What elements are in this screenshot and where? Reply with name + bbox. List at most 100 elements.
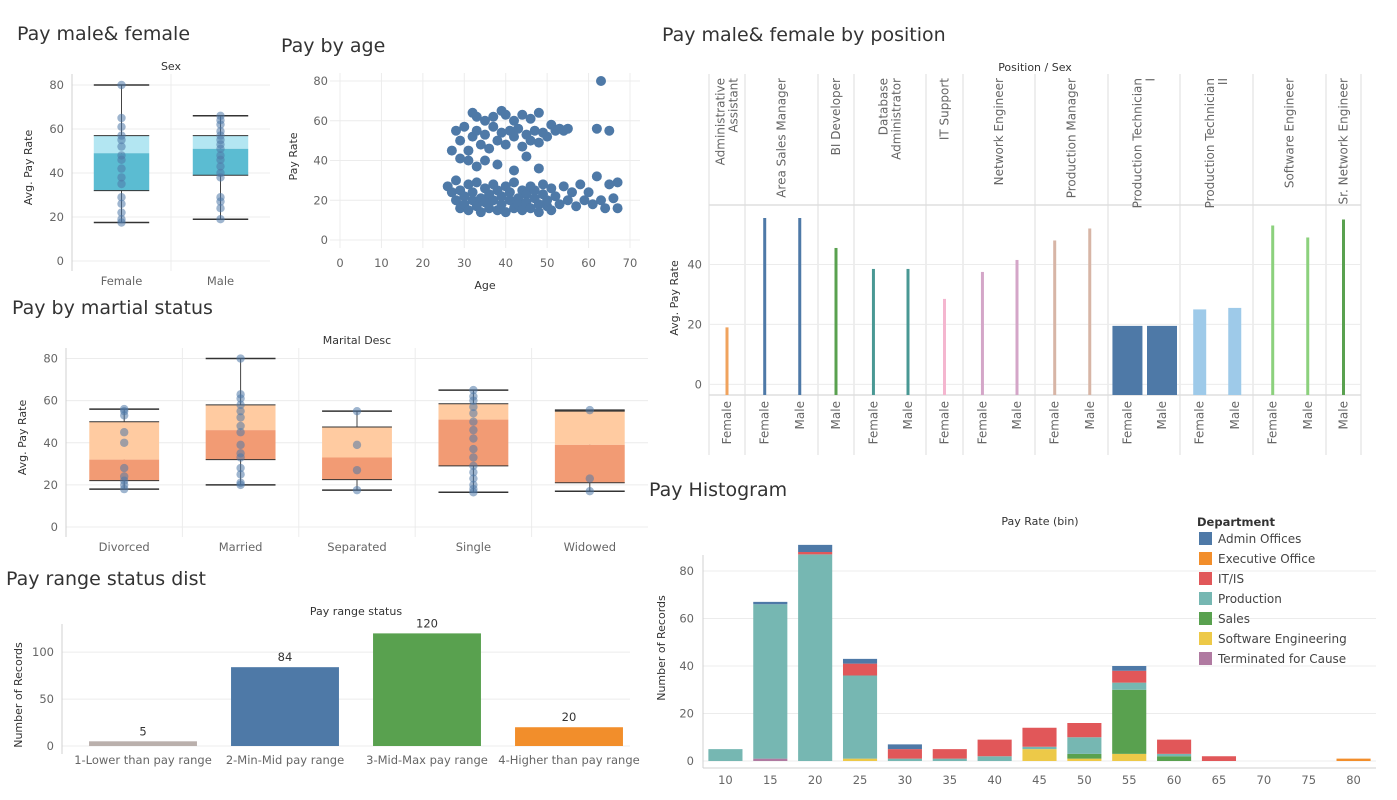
data-point <box>469 444 478 454</box>
legend-item: Production <box>1218 592 1282 606</box>
data-point <box>117 113 126 123</box>
chart-pay-histogram: Pay Rate (bin) 0 20 40 60 80 Number of Records… <box>655 515 1376 787</box>
data-point <box>463 205 474 216</box>
data-point <box>236 390 245 399</box>
stacked-bar-segment <box>1201 756 1237 761</box>
x-tick-label: 50 <box>540 256 555 270</box>
data-point <box>471 125 482 136</box>
y-axis-title: Number of Records <box>12 642 25 748</box>
title-pay-histogram: Pay Histogram <box>649 479 787 501</box>
x-tick-label: 45 <box>1032 773 1047 787</box>
bar <box>1088 228 1092 395</box>
x-tick-label: 20 <box>416 256 431 270</box>
chart-pay-age: 0 20 40 60 80 0 10 20 30 40 50 60 70 Age Pay Rate <box>287 73 640 292</box>
data-point <box>352 465 362 475</box>
data-point <box>117 122 126 131</box>
position-label: Administrative <box>714 78 728 165</box>
y-tick-label: 20 <box>313 193 328 207</box>
bar <box>1271 225 1275 395</box>
x-tick-label: 25 <box>853 773 868 787</box>
column-header: Pay Rate (bin) <box>1001 515 1078 528</box>
column-header: Marital Desc <box>323 334 391 347</box>
x-tick-label: 3-Mid-Max pay range <box>366 753 488 767</box>
data-point <box>469 474 478 483</box>
data-point <box>120 463 129 473</box>
stacked-bar-segment <box>1336 758 1371 761</box>
y-tick-label: 20 <box>687 317 702 331</box>
data-point <box>471 161 482 172</box>
stacked-bar-segment <box>1157 753 1192 757</box>
stacked-bar-segment <box>1067 758 1102 761</box>
legend-swatch <box>1199 532 1212 545</box>
data-point <box>509 115 519 126</box>
y-axis-title: Pay Rate <box>287 132 300 180</box>
title-pay-range: Pay range status dist <box>6 568 206 590</box>
x-tick-label: 40 <box>987 773 1002 787</box>
data-point <box>542 131 553 142</box>
x-tick-label: 15 <box>763 773 778 787</box>
position-label: BI Developer <box>829 78 843 155</box>
data-point <box>446 145 457 156</box>
data-point <box>120 438 129 447</box>
data-point <box>236 478 245 487</box>
data-point <box>475 139 486 150</box>
x-tick-label: 75 <box>1301 773 1316 787</box>
position-label: Database <box>877 78 891 135</box>
stacked-bar-segment <box>798 552 833 555</box>
x-tick-label: 60 <box>1167 773 1182 787</box>
x-tick-label: 30 <box>457 256 472 270</box>
chart-pay-range: Pay range status 0 50 100 Number of Records 5… <box>12 605 640 767</box>
position-label: I <box>1144 78 1158 82</box>
title-pay-position: Pay male& female by position <box>662 24 946 46</box>
column-header: Pay range status <box>310 605 402 618</box>
y-tick-label: 0 <box>57 254 64 268</box>
data-point <box>216 204 225 213</box>
data-point <box>117 151 126 160</box>
data-point <box>579 195 590 206</box>
data-point <box>492 159 503 170</box>
data-point <box>533 107 544 118</box>
legend-title: Department <box>1197 515 1275 529</box>
data-point <box>446 187 457 198</box>
bar <box>89 741 197 746</box>
sex-label: Male <box>829 401 843 429</box>
bar <box>515 727 623 746</box>
data-point <box>469 480 478 490</box>
sex-label: Male <box>1083 401 1097 429</box>
bar <box>725 327 729 395</box>
data-point <box>469 461 478 471</box>
chart-pay-sex: Sex 0 20 40 60 80 Avg. Pay Rate Female Male <box>22 60 270 288</box>
data-point <box>120 428 129 437</box>
data-point <box>463 145 474 156</box>
data-point <box>585 487 594 496</box>
y-tick-label: 40 <box>313 154 328 168</box>
position-label: Network Engineer <box>992 78 1006 185</box>
data-label: 5 <box>139 724 146 738</box>
data-point <box>469 434 478 443</box>
data-point <box>488 195 499 206</box>
data-point <box>236 463 245 473</box>
data-point <box>471 177 482 188</box>
position-label: Production Technician <box>1203 78 1217 208</box>
stacked-bar-segment <box>887 744 922 750</box>
legend-swatch <box>1199 572 1212 585</box>
stacked-bar-segment <box>887 758 922 761</box>
stacked-bar-segment <box>1112 682 1147 690</box>
x-tick-label: Single <box>456 540 491 554</box>
data-point <box>469 468 478 477</box>
data-point <box>567 187 577 198</box>
data-point <box>604 179 615 190</box>
data-label: 20 <box>562 710 577 724</box>
legend-swatch <box>1199 632 1212 645</box>
position-label: Assistant <box>727 78 741 133</box>
x-tick-label: 70 <box>1257 773 1272 787</box>
data-point <box>216 127 225 136</box>
y-tick-label: 0 <box>321 233 328 247</box>
data-point <box>596 76 606 86</box>
data-point <box>591 171 602 182</box>
data-point <box>533 163 544 174</box>
data-point <box>554 199 565 210</box>
y-tick-label: 40 <box>43 436 58 450</box>
chart-pay-marital: Marital Desc 0 20 40 60 80 Avg. Pay Rate Divorc… <box>16 334 648 554</box>
